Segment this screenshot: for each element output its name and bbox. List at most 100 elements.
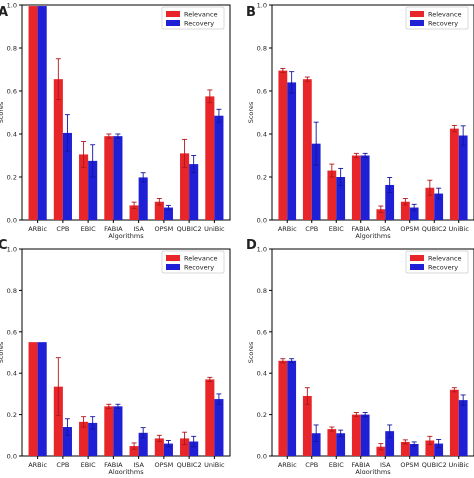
bar-relevance-ebic <box>79 154 89 220</box>
error-bar <box>338 429 344 437</box>
chart-panel-c: C 0.0 0.2 0.4 0.6 0.8 1.0 Scores ARBic CPB EBIC FAB… <box>0 238 231 476</box>
bar-relevance-qubic2 <box>425 187 435 220</box>
plot-frame <box>21 248 231 457</box>
legend-swatch-recovery <box>410 20 424 26</box>
x-axis-label: Algorithms <box>108 468 144 474</box>
x-tick-label: ISA <box>133 461 144 469</box>
x-tick-label: EBIC <box>329 461 344 469</box>
panel-label: C <box>0 238 8 253</box>
error-bar <box>191 435 197 448</box>
error-bar <box>216 108 222 123</box>
y-tick-label: 0.8 <box>257 287 267 295</box>
bar-relevance-qubic2 <box>180 153 190 220</box>
bar-relevance-ebic <box>327 170 337 220</box>
error-bar <box>165 204 171 211</box>
bar-recovery-opsm <box>409 443 419 456</box>
y-tick-label: 1.0 <box>7 246 17 254</box>
bar-relevance-isa <box>376 446 386 456</box>
legend-swatch-recovery <box>166 20 180 26</box>
error-bar <box>436 438 442 449</box>
error-bar <box>280 67 286 74</box>
bar-recovery-ebic <box>336 177 346 220</box>
legend-swatch-relevance <box>410 255 424 261</box>
y-tick-label: 1.0 <box>7 2 17 10</box>
bar-recovery-ebic <box>88 160 98 220</box>
error-bar <box>436 187 442 200</box>
y-axis-label: Scores <box>0 341 5 363</box>
error-bar <box>329 426 335 432</box>
bar-recovery-fabia <box>113 406 123 456</box>
bar-relevance-opsm <box>400 441 410 456</box>
error-bar <box>90 416 96 430</box>
error-bar <box>411 203 417 212</box>
bar-relevance-opsm <box>154 438 164 456</box>
bar-relevance-unibic <box>205 379 215 456</box>
y-tick-label: 0.0 <box>257 217 267 225</box>
x-tick-label: UniBic <box>204 225 225 233</box>
x-tick-label: ISA <box>133 225 144 233</box>
bar-recovery-opsm <box>163 207 173 220</box>
bar-recovery-arbic <box>287 360 297 456</box>
legend-label-relevance: Relevance <box>184 11 218 19</box>
panel-label: A <box>0 5 8 20</box>
error-bar <box>460 394 466 406</box>
bar-recovery-opsm <box>163 443 173 456</box>
error-bar <box>131 201 137 210</box>
x-tick-label: UniBic <box>204 461 225 469</box>
error-bar <box>106 133 112 139</box>
bar-relevance-arbic <box>278 70 288 220</box>
bar-relevance-cpb <box>53 79 63 220</box>
error-bar <box>90 144 96 178</box>
legend-label-relevance: Relevance <box>184 255 218 263</box>
bar-recovery-unibic <box>458 135 468 220</box>
error-bar <box>140 427 146 439</box>
legend-swatch-recovery <box>166 264 180 270</box>
x-tick-label: ARBic <box>278 225 297 233</box>
y-tick-label: 0.6 <box>257 328 267 336</box>
legend-swatch-recovery <box>410 264 424 270</box>
x-tick-label: EBIC <box>81 461 96 469</box>
x-tick-label: CPB <box>305 461 318 469</box>
bar-recovery-cpb <box>311 433 321 456</box>
error-bar <box>182 138 188 168</box>
x-tick-label: ARBic <box>28 461 47 469</box>
bar-relevance-qubic2 <box>180 438 190 456</box>
bar-recovery-unibic <box>214 399 224 456</box>
bar-recovery-isa <box>385 184 395 220</box>
error-bar <box>207 89 213 104</box>
error-bar <box>55 357 61 417</box>
bar-recovery-cpb <box>311 143 321 220</box>
error-bar <box>338 167 344 187</box>
bar-relevance-fabia <box>104 136 114 220</box>
bar-relevance-fabia <box>104 406 114 456</box>
bar-recovery-fabia <box>113 136 123 220</box>
bar-relevance-unibic <box>449 128 459 220</box>
bar-recovery-fabia <box>360 414 370 456</box>
x-tick-label: QUBIC2 <box>422 225 447 233</box>
x-tick-label: FABIA <box>352 461 371 469</box>
chart-panel-a: A 0.0 0.2 0.4 0.6 0.8 1.0 Scores ARBic CPB EBIC FAB… <box>0 2 231 240</box>
error-bar <box>451 124 457 133</box>
y-tick-label: 0.4 <box>257 370 267 378</box>
bar-recovery-opsm <box>409 207 419 220</box>
panel-label: B <box>246 5 256 20</box>
plot-frame <box>21 4 231 221</box>
chart-panel-b: B 0.0 0.2 0.4 0.6 0.8 1.0 Scores ARBic CPB EBIC FAB… <box>246 2 474 240</box>
x-tick-label: UniBic <box>448 461 469 469</box>
error-bar <box>313 424 319 442</box>
x-tick-label: ISA <box>380 225 391 233</box>
y-tick-label: 1.0 <box>257 2 267 10</box>
bar-recovery-isa <box>138 177 148 220</box>
error-bar <box>329 163 335 178</box>
error-bar <box>216 393 222 405</box>
y-axis-label: Scores <box>247 101 255 123</box>
error-bar <box>362 152 368 159</box>
bar-recovery-isa <box>138 432 148 456</box>
legend-label-recovery: Recovery <box>184 264 214 272</box>
error-bar <box>387 424 393 438</box>
